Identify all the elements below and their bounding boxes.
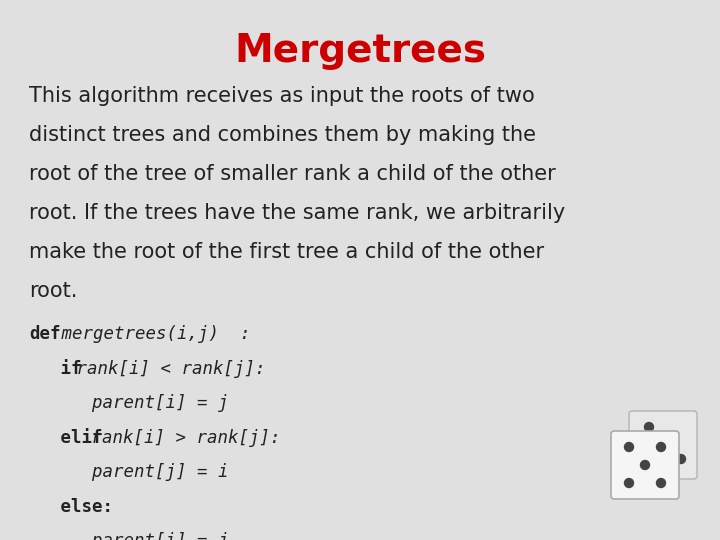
- Circle shape: [641, 461, 649, 469]
- Text: else:: else:: [29, 498, 113, 516]
- Circle shape: [677, 455, 685, 463]
- Text: root. If the trees have the same rank, we arbitrarily: root. If the trees have the same rank, w…: [29, 203, 565, 223]
- FancyBboxPatch shape: [629, 411, 697, 479]
- FancyBboxPatch shape: [611, 431, 679, 499]
- Text: parent[i] = j: parent[i] = j: [29, 532, 228, 540]
- Text: if: if: [29, 360, 81, 377]
- Text: make the root of the first tree a child of the other: make the root of the first tree a child …: [29, 242, 544, 262]
- Text: Mergetrees: Mergetrees: [234, 32, 486, 70]
- Text: root.: root.: [29, 281, 77, 301]
- Text: root of the tree of smaller rank a child of the other: root of the tree of smaller rank a child…: [29, 164, 556, 184]
- Text: parent[j] = i: parent[j] = i: [29, 463, 228, 481]
- Circle shape: [657, 478, 665, 488]
- Text: elif: elif: [29, 429, 102, 447]
- Circle shape: [644, 422, 654, 431]
- Circle shape: [657, 442, 665, 451]
- Circle shape: [660, 438, 670, 448]
- Text: def: def: [29, 325, 60, 343]
- Text: This algorithm receives as input the roots of two: This algorithm receives as input the roo…: [29, 86, 534, 106]
- Text: distinct trees and combines them by making the: distinct trees and combines them by maki…: [29, 125, 536, 145]
- Text: rank[i] < rank[j]:: rank[i] < rank[j]:: [66, 360, 266, 377]
- Text: parent[i] = j: parent[i] = j: [29, 394, 228, 412]
- Text: mergetrees(i,j)  :: mergetrees(i,j) :: [51, 325, 251, 343]
- Text: rank[i] > rank[j]:: rank[i] > rank[j]:: [81, 429, 281, 447]
- Circle shape: [624, 442, 634, 451]
- Circle shape: [624, 478, 634, 488]
